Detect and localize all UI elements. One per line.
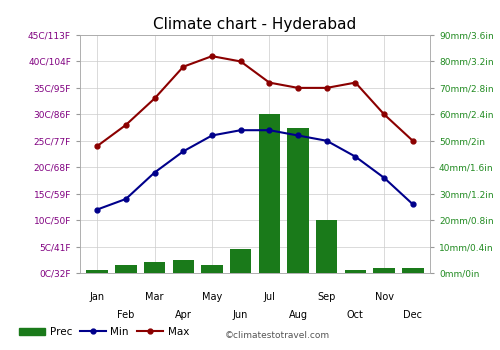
Text: Oct: Oct xyxy=(347,310,364,320)
Text: Jan: Jan xyxy=(90,292,105,302)
Bar xyxy=(288,127,309,273)
Text: ©climatestotravel.com: ©climatestotravel.com xyxy=(225,330,330,340)
Text: Apr: Apr xyxy=(175,310,192,320)
Bar xyxy=(86,270,108,273)
Bar xyxy=(402,268,423,273)
Text: Aug: Aug xyxy=(288,310,308,320)
Text: Mar: Mar xyxy=(146,292,164,302)
Bar xyxy=(230,249,252,273)
Bar xyxy=(172,260,194,273)
Text: Jun: Jun xyxy=(233,310,248,320)
Text: Dec: Dec xyxy=(404,310,422,320)
Title: Climate chart - Hyderabad: Climate chart - Hyderabad xyxy=(154,18,356,33)
Bar xyxy=(374,268,395,273)
Bar xyxy=(115,265,136,273)
Bar xyxy=(144,262,166,273)
Text: Nov: Nov xyxy=(374,292,394,302)
Legend: Prec, Min, Max: Prec, Min, Max xyxy=(15,323,193,341)
Text: Feb: Feb xyxy=(117,310,134,320)
Text: Sep: Sep xyxy=(318,292,336,302)
Bar xyxy=(258,114,280,273)
Bar xyxy=(344,270,366,273)
Text: Jul: Jul xyxy=(264,292,276,302)
Bar xyxy=(201,265,222,273)
Text: May: May xyxy=(202,292,222,302)
Bar xyxy=(316,220,338,273)
